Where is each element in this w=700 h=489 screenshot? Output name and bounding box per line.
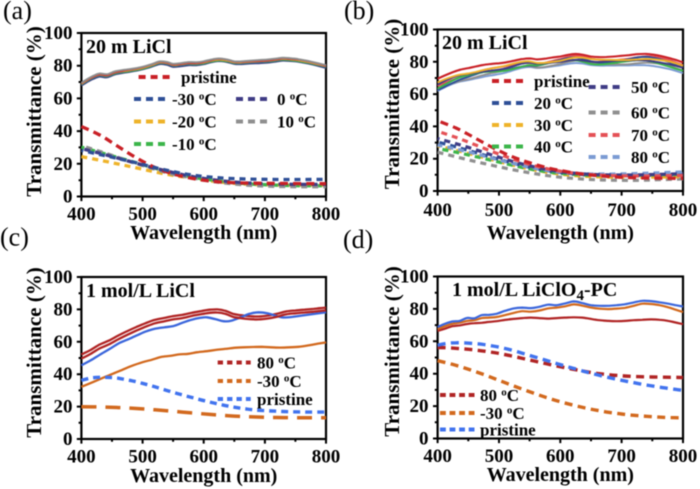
svg-text:pristine: pristine [257, 390, 313, 409]
svg-text:Wavelength (nm): Wavelength (nm) [130, 222, 277, 244]
svg-text:100: 100 [44, 23, 73, 44]
svg-text:400: 400 [67, 447, 96, 468]
svg-text:0: 0 [63, 187, 73, 208]
svg-text:80 oC: 80 oC [631, 148, 670, 167]
svg-text:Wavelength (nm): Wavelength (nm) [130, 465, 277, 487]
svg-text:20 m LiCl: 20 m LiCl [86, 36, 172, 58]
svg-text:70 oC: 70 oC [631, 126, 670, 145]
svg-text:60: 60 [54, 88, 73, 109]
svg-text:80: 80 [410, 52, 429, 73]
svg-text:700: 700 [251, 447, 280, 468]
svg-text:60 oC: 60 oC [631, 104, 670, 123]
svg-text:500: 500 [128, 447, 157, 468]
svg-text:20: 20 [54, 397, 73, 418]
svg-text:(c): (c) [0, 223, 29, 252]
svg-text:800: 800 [669, 200, 698, 221]
svg-text:Wavelength (nm): Wavelength (nm) [487, 464, 634, 486]
svg-text:600: 600 [189, 447, 218, 468]
svg-text:40 oC: 40 oC [534, 138, 573, 157]
svg-text:pristine: pristine [181, 68, 237, 87]
svg-text:Transmittance (%): Transmittance (%) [380, 266, 404, 437]
svg-text:600: 600 [546, 200, 575, 221]
svg-text:20 m LiCl: 20 m LiCl [442, 32, 528, 54]
svg-text:1 mol/L LiClO4-PC: 1 mol/L LiClO4-PC [452, 279, 617, 304]
svg-text:20: 20 [410, 396, 429, 417]
svg-text:800: 800 [312, 447, 341, 468]
svg-text:(d): (d) [343, 225, 373, 254]
svg-text:800: 800 [312, 204, 341, 225]
svg-text:80: 80 [54, 299, 73, 320]
svg-text:10 oC: 10 oC [277, 113, 316, 132]
svg-text:500: 500 [128, 204, 157, 225]
svg-text:1 mol/L LiCl: 1 mol/L LiCl [86, 280, 195, 302]
svg-text:400: 400 [423, 446, 452, 467]
svg-text:-30 oC: -30 oC [257, 372, 302, 391]
svg-text:-20 oC: -20 oC [172, 113, 217, 132]
svg-text:pristine: pristine [534, 72, 590, 91]
svg-text:500: 500 [485, 446, 514, 467]
svg-text:(b): (b) [344, 0, 374, 25]
svg-text:100: 100 [44, 267, 73, 288]
svg-text:600: 600 [546, 446, 575, 467]
svg-text:50 oC: 50 oC [631, 78, 670, 97]
svg-text:80 oC: 80 oC [480, 386, 519, 405]
svg-text:-10 oC: -10 oC [172, 135, 217, 154]
svg-text:700: 700 [607, 200, 636, 221]
svg-text:0 oC: 0 oC [277, 90, 308, 109]
svg-text:-30 oC: -30 oC [172, 90, 217, 109]
svg-text:30 oC: 30 oC [534, 116, 573, 135]
svg-text:0: 0 [63, 429, 73, 450]
svg-text:500: 500 [485, 200, 514, 221]
svg-text:40: 40 [410, 116, 429, 137]
svg-text:20 oC: 20 oC [534, 94, 573, 113]
svg-text:700: 700 [251, 204, 280, 225]
svg-text:(a): (a) [3, 0, 32, 25]
svg-text:600: 600 [189, 204, 218, 225]
svg-text:40: 40 [54, 121, 73, 142]
svg-text:80 oC: 80 oC [257, 354, 296, 373]
svg-text:400: 400 [423, 200, 452, 221]
svg-text:100: 100 [400, 267, 429, 288]
svg-text:Wavelength (nm): Wavelength (nm) [487, 222, 634, 244]
svg-text:0: 0 [419, 429, 429, 450]
svg-text:20: 20 [410, 149, 429, 170]
svg-text:20: 20 [54, 154, 73, 175]
svg-text:80: 80 [54, 56, 73, 77]
svg-text:80: 80 [410, 299, 429, 320]
svg-text:-30 oC: -30 oC [480, 404, 525, 423]
svg-text:700: 700 [607, 446, 636, 467]
svg-text:60: 60 [410, 331, 429, 352]
svg-text:400: 400 [67, 204, 96, 225]
svg-text:Transmittance (%): Transmittance (%) [380, 19, 404, 190]
svg-text:Transmittance (%): Transmittance (%) [22, 267, 46, 438]
svg-text:40: 40 [54, 364, 73, 385]
svg-text:0: 0 [419, 181, 429, 202]
svg-text:pristine: pristine [480, 421, 536, 440]
svg-text:800: 800 [669, 446, 698, 467]
svg-text:60: 60 [410, 84, 429, 105]
svg-text:40: 40 [410, 364, 429, 385]
svg-text:100: 100 [400, 20, 429, 41]
svg-text:60: 60 [54, 332, 73, 353]
svg-text:Transmittance (%): Transmittance (%) [22, 26, 46, 197]
